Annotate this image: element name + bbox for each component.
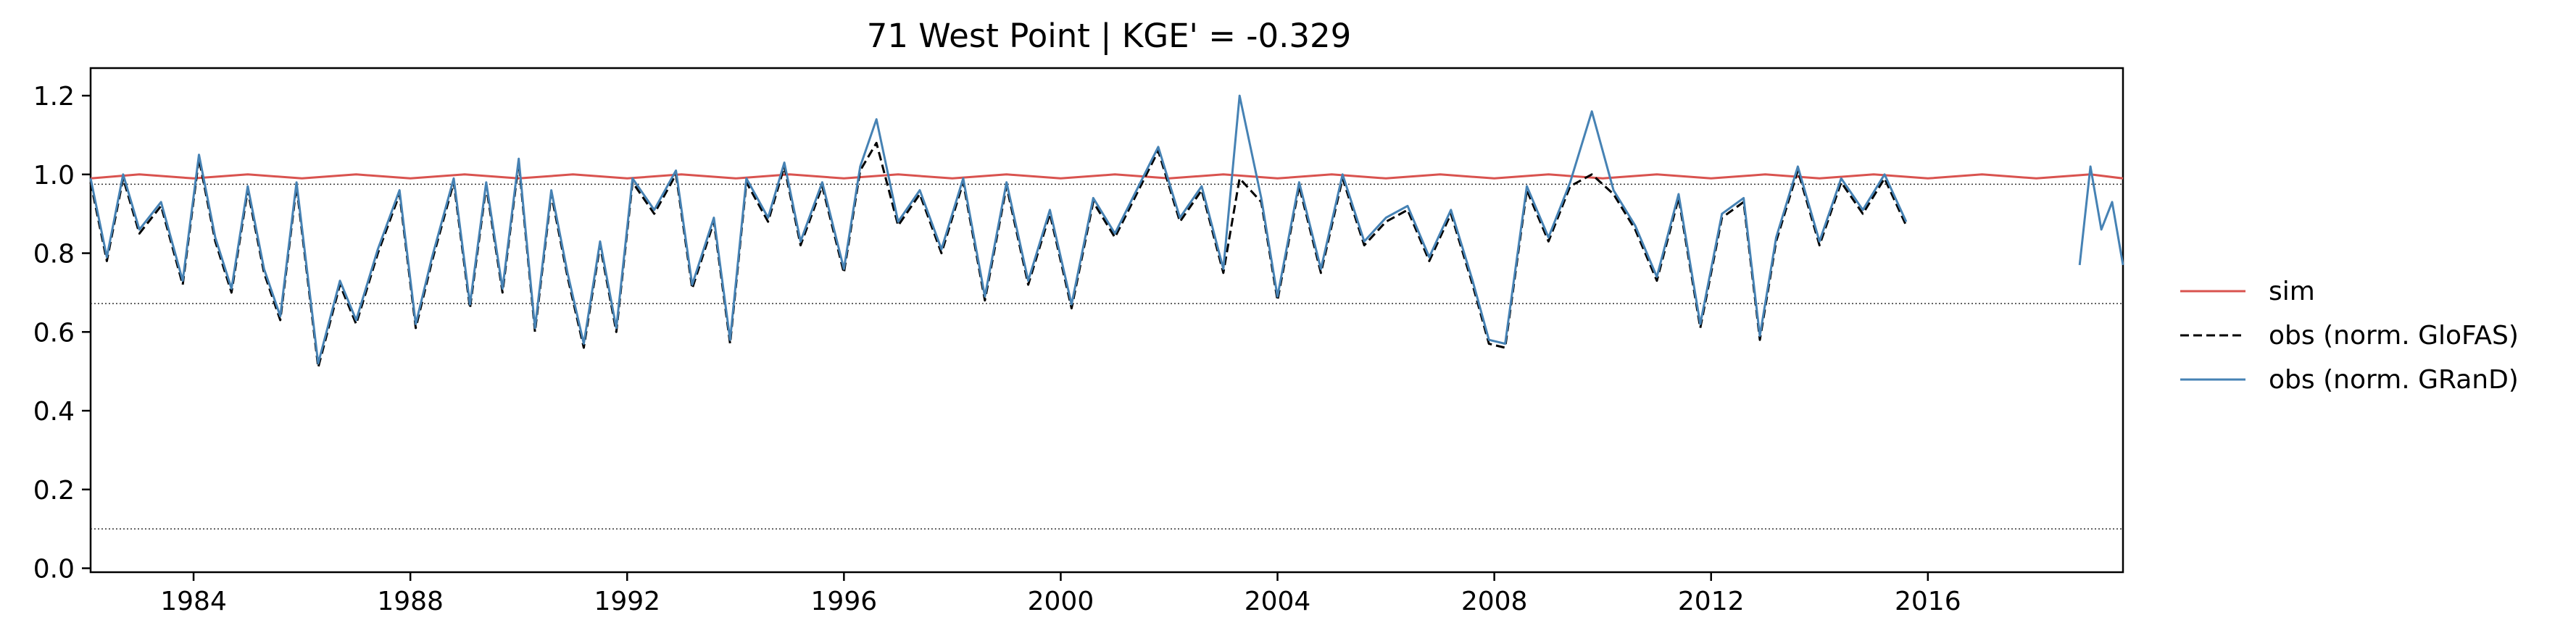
y-tick-label-0.6: 0.6: [33, 318, 75, 348]
series-line-sim: [90, 173, 2124, 180]
x-tick-label-2000: 2000: [1028, 587, 1094, 616]
series-line-obs-norm-grand-segment-1: [2078, 165, 2124, 266]
legend-label-obs-glofas: obs (norm. GloFAS): [2269, 321, 2519, 351]
x-tick-label-2012: 2012: [1678, 587, 1745, 616]
legend: sim obs (norm. GloFAS) obs (norm. GRanD): [2180, 277, 2519, 395]
x-tick-label-2004: 2004: [1245, 587, 1311, 616]
series-layer: [89, 94, 2124, 369]
x-tick-label-1984: 1984: [160, 587, 227, 616]
series-line-obs-norm-grand-segment-0: [89, 94, 1908, 365]
legend-label-sim: sim: [2269, 277, 2315, 306]
y-tick-label-0.8: 0.8: [33, 240, 75, 269]
x-tick-label-1996: 1996: [811, 587, 878, 616]
x-tick-label-1992: 1992: [594, 587, 660, 616]
chart-title: 71 West Point | KGE' = -0.329: [867, 17, 1352, 55]
x-tick-label-2016: 2016: [1895, 587, 1961, 616]
y-axis: 0.0 0.2 0.4 0.6 0.8 1.0 1.2: [33, 82, 91, 585]
series-line-obs-norm-glofas: [89, 141, 1908, 369]
x-tick-label-1988: 1988: [377, 587, 444, 616]
y-tick-label-1.2: 1.2: [33, 82, 75, 112]
y-tick-label-0.2: 0.2: [33, 476, 75, 506]
x-axis: 1984 1988 1992 1996 2000 2004 2008 2012 2016: [160, 572, 1961, 616]
x-tick-label-2008: 2008: [1461, 587, 1528, 616]
y-tick-label-0.4: 0.4: [33, 397, 75, 427]
plot-frame: [89, 67, 2124, 574]
y-tick-label-1.0: 1.0: [33, 161, 75, 190]
legend-label-obs-grand: obs (norm. GRanD): [2269, 365, 2519, 395]
reference-lines: [91, 183, 2123, 529]
y-tick-label-0.0: 0.0: [33, 555, 75, 585]
